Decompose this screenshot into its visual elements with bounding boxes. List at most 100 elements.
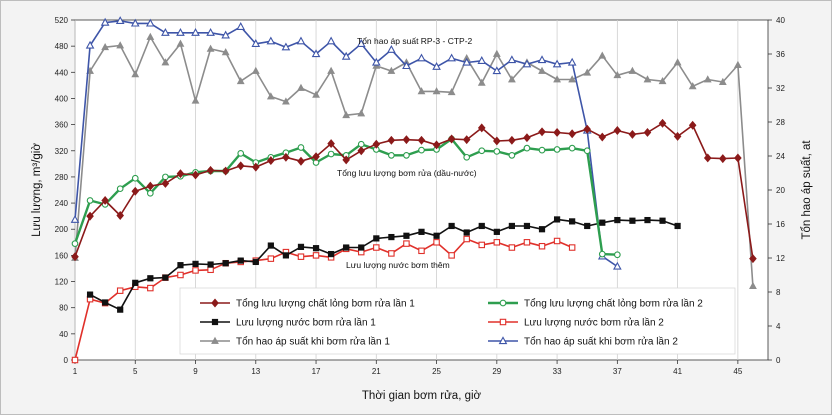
data-point [523, 222, 531, 230]
square-marker [599, 219, 606, 226]
data-point [507, 75, 516, 83]
triangle-marker [613, 261, 622, 270]
data-point [658, 76, 667, 85]
triangle-marker [417, 87, 426, 95]
diamond-marker [613, 126, 622, 135]
data-point [147, 284, 154, 292]
data-point [146, 181, 155, 191]
data-point [568, 144, 576, 152]
data-point [343, 244, 350, 251]
triangle-marker [221, 48, 230, 56]
annotation-pressure: Tổn hao áp suất RP-3 - CTP-2 [357, 36, 473, 46]
data-point [387, 135, 396, 145]
triangle-marker [146, 32, 155, 40]
triangle-marker [417, 53, 426, 62]
diamond-marker [553, 127, 561, 137]
data-point [552, 59, 562, 68]
data-point [402, 135, 411, 145]
y-left-tick-label: 200 [55, 225, 69, 234]
data-point [192, 267, 199, 274]
diamond-marker [432, 140, 441, 150]
data-point [177, 262, 184, 269]
data-point [388, 250, 395, 257]
legend-label: Lưu lượng nước bơm rửa lần 2 [524, 317, 664, 329]
y-right-tick-label: 24 [776, 152, 785, 161]
circle-marker [357, 140, 365, 148]
data-point [297, 144, 305, 151]
series-1 [71, 118, 757, 264]
triangle-marker [236, 22, 246, 30]
data-point [507, 55, 517, 64]
y-left-tick-label: 520 [55, 16, 69, 25]
x-tick-label: 1 [73, 367, 78, 376]
square-marker [659, 217, 666, 224]
y-left-tick-label: 80 [59, 304, 68, 313]
data-point [116, 41, 125, 49]
circle-marker [508, 151, 516, 159]
y-left-tick-label: 320 [55, 147, 69, 156]
y-left-tick-label: 440 [55, 68, 69, 77]
data-point [462, 57, 472, 66]
data-point [282, 97, 290, 105]
data-point [341, 51, 351, 60]
data-point [327, 66, 336, 74]
data-point [598, 250, 606, 258]
data-point [433, 232, 440, 239]
y-left-tick-label: 280 [55, 173, 69, 182]
square-marker [71, 356, 79, 364]
data-point [282, 152, 290, 162]
data-point [388, 151, 395, 159]
circle-marker [162, 173, 169, 181]
data-point [628, 66, 637, 74]
data-point [116, 287, 124, 294]
square-marker [116, 287, 124, 294]
circle-marker [499, 299, 507, 307]
series-line [74, 238, 573, 361]
data-point [749, 254, 757, 264]
circle-marker [116, 185, 124, 193]
legend-label: Lưu lượng nước bơm rửa lần 1 [236, 317, 376, 329]
square-marker [478, 241, 486, 249]
diamond-marker [658, 118, 667, 128]
square-marker [448, 222, 455, 230]
data-point [628, 129, 637, 139]
data-point [673, 131, 682, 141]
diamond-marker [538, 127, 546, 137]
square-marker [433, 239, 440, 246]
data-point [402, 61, 411, 70]
data-point [418, 228, 425, 235]
data-point [417, 53, 426, 62]
square-marker [373, 235, 380, 242]
diamond-marker [221, 166, 230, 176]
square-marker [297, 243, 305, 250]
data-point [613, 71, 622, 79]
circle-marker [598, 250, 606, 258]
diamond-marker [116, 211, 124, 220]
data-point [117, 306, 124, 313]
diamond-marker [719, 154, 727, 164]
data-point [478, 241, 486, 249]
data-point [252, 258, 259, 266]
triangle-marker [266, 92, 275, 100]
data-point [644, 216, 651, 224]
x-tick-label: 5 [133, 367, 138, 376]
data-point [211, 298, 219, 308]
square-marker [207, 266, 214, 274]
data-point [499, 318, 507, 326]
data-point [403, 240, 410, 247]
data-point [477, 123, 486, 133]
data-point [373, 244, 380, 251]
data-point [447, 134, 456, 144]
circle-marker [493, 148, 501, 155]
diamond-marker [282, 152, 290, 162]
y-right-tick-label: 8 [776, 288, 781, 297]
triangle-marker [236, 76, 245, 85]
y-left-tick-label: 40 [59, 330, 68, 339]
y-left-tick-label: 160 [55, 251, 69, 260]
square-marker [499, 318, 507, 326]
diamond-marker [176, 169, 185, 179]
triangle-marker [251, 39, 261, 47]
series-line [74, 36, 754, 287]
data-point [282, 252, 290, 259]
diamond-marker [146, 181, 155, 191]
